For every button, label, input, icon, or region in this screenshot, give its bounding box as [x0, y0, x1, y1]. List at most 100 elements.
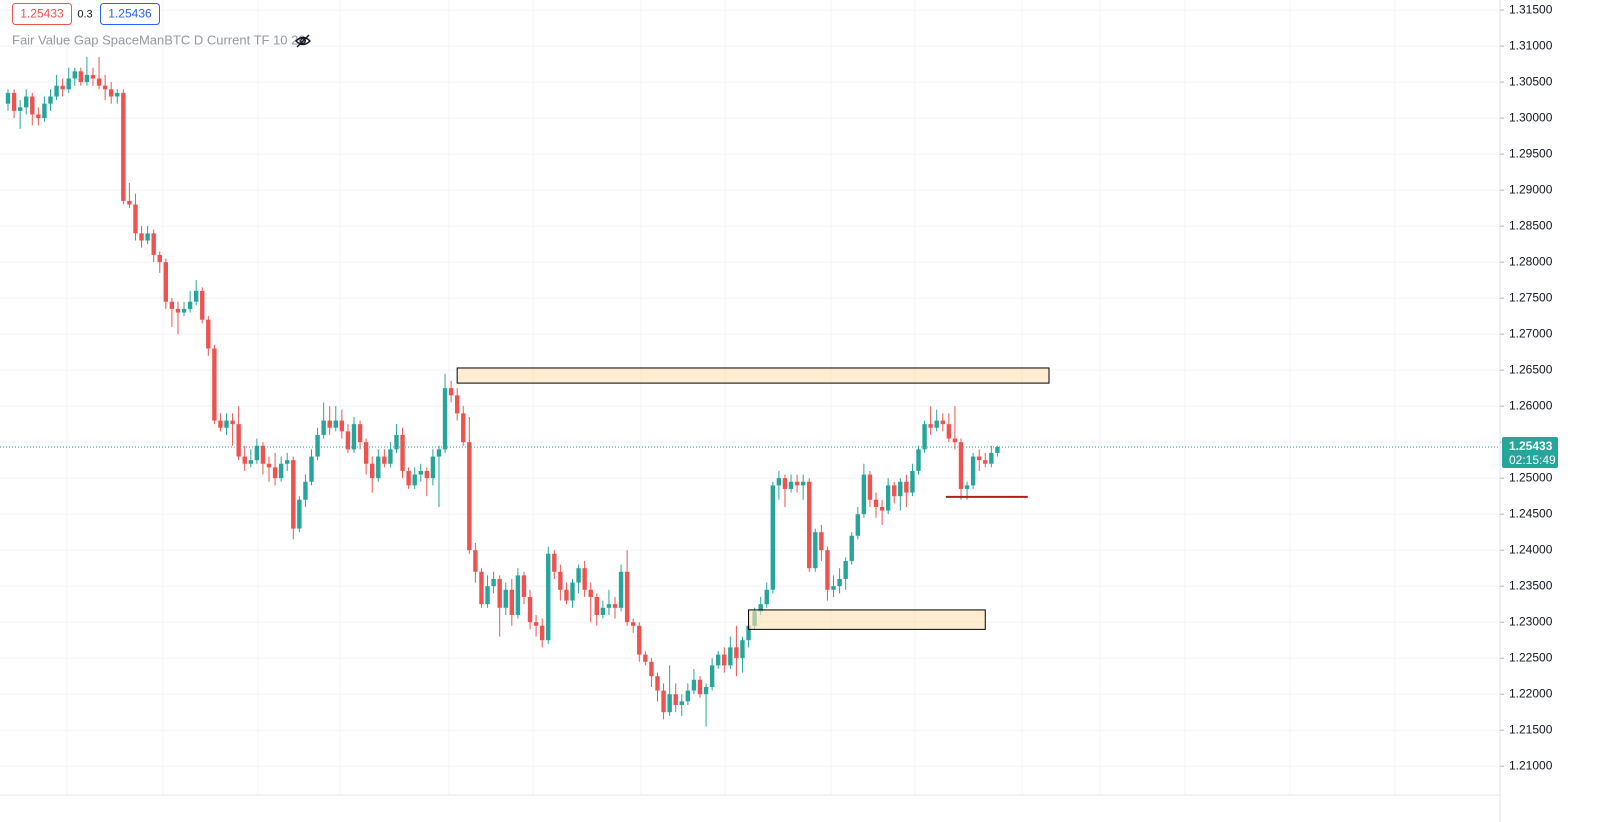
candle-body: [618, 571, 624, 608]
candle-body: [193, 290, 199, 302]
candle-body: [715, 654, 721, 666]
ask-box[interactable]: [100, 3, 160, 25]
candle-body: [910, 470, 915, 493]
candle-body: [600, 607, 606, 615]
candle-body: [357, 424, 363, 443]
candle-body: [940, 420, 945, 425]
candle-body: [108, 89, 114, 97]
eye-pupil: [299, 37, 306, 44]
candle-body: [370, 463, 375, 479]
candle-body: [916, 449, 921, 471]
candle-body: [333, 420, 338, 428]
candle-body: [175, 308, 181, 313]
candle-body: [303, 481, 308, 500]
candle-body: [72, 71, 77, 79]
candle-body: [983, 460, 988, 464]
candle-body: [121, 92, 126, 201]
candle-body: [200, 290, 205, 320]
candle-body: [84, 74, 90, 83]
last-price-badge: [1502, 436, 1558, 468]
candle-body: [679, 701, 684, 705]
y-tick-label: 1.22000: [1509, 686, 1553, 700]
candle-body: [503, 589, 508, 608]
candle-body: [831, 586, 836, 590]
spread: 0.3: [77, 8, 92, 20]
candle-body: [879, 506, 885, 511]
indicator-title: Fair Value Gap SpaceManBTC D Current TF …: [12, 32, 306, 47]
quote-bar: 1.25433 0.3 1.25436: [12, 3, 160, 25]
candle-body: [485, 586, 490, 605]
candle-body: [588, 589, 593, 597]
candle-body: [977, 456, 982, 461]
y-tick-label: 1.23000: [1509, 614, 1553, 628]
candle-body: [48, 96, 53, 104]
candle-body: [454, 395, 460, 414]
y-tick-label: 1.27500: [1509, 290, 1553, 304]
y-tick-label: 1.26500: [1509, 362, 1553, 376]
candle-body: [691, 679, 697, 691]
candle-body: [163, 262, 169, 302]
candle-body: [552, 553, 557, 572]
candle-body: [236, 424, 241, 457]
candle-body: [776, 478, 782, 486]
candle-body: [521, 575, 527, 597]
y-tick-label: 1.24500: [1509, 506, 1553, 520]
y-tick-label: 1.29000: [1509, 182, 1553, 196]
candle-body: [467, 442, 472, 551]
candle-body: [594, 596, 599, 615]
candle-body: [849, 535, 854, 561]
candle-body: [813, 532, 818, 569]
candle-body: [740, 640, 745, 659]
candle-body: [90, 74, 96, 79]
candle-body: [266, 463, 272, 468]
y-tick-label: 1.30500: [1509, 74, 1553, 88]
candle-body: [758, 604, 763, 612]
candle-body: [807, 481, 812, 569]
candle-body: [995, 446, 1000, 453]
y-tick-label: 1.28500: [1509, 218, 1553, 232]
candle-body: [376, 456, 381, 479]
candle-body: [351, 424, 357, 450]
candle-body: [606, 604, 612, 608]
candle-body: [96, 78, 102, 86]
candle-body: [436, 449, 442, 457]
bid-box[interactable]: [12, 3, 72, 25]
candle-body: [151, 233, 156, 255]
candle-body: [558, 571, 563, 590]
candle-body: [770, 485, 776, 590]
candle-body: [309, 456, 314, 482]
candle-body: [327, 420, 332, 428]
candle-body: [169, 301, 175, 309]
candle-body: [624, 571, 630, 623]
candle-body: [473, 550, 478, 572]
candle-body: [539, 625, 545, 641]
candle-body: [272, 467, 278, 479]
visibility-icon[interactable]: [295, 34, 311, 48]
candle-body: [363, 442, 369, 464]
candle-body: [782, 478, 788, 489]
candle-body: [582, 568, 587, 590]
candle-body: [260, 445, 266, 464]
candle-body: [66, 78, 71, 90]
candle-body: [697, 679, 703, 695]
candle-body: [491, 578, 496, 587]
candle-body: [30, 96, 35, 115]
candle-body: [54, 85, 59, 97]
price-axis: 1.31500 1.31000 1.30500 1.30000 1.29500 1.290…: [1500, 2, 1558, 772]
candle-body: [922, 424, 927, 450]
candle-body: [5, 92, 11, 104]
y-tick-label: 1.28000: [1509, 254, 1553, 268]
candle-body: [24, 96, 29, 108]
candle-body: [576, 568, 581, 583]
candle-body: [655, 676, 660, 691]
y-tick-label: 1.25000: [1509, 470, 1553, 484]
candle-body: [448, 388, 454, 396]
candle-body: [788, 481, 794, 489]
candle-body: [722, 654, 727, 666]
candle-body: [254, 445, 260, 461]
candle-body: [102, 85, 108, 90]
candle-body: [685, 690, 691, 702]
candle-body: [206, 319, 211, 349]
